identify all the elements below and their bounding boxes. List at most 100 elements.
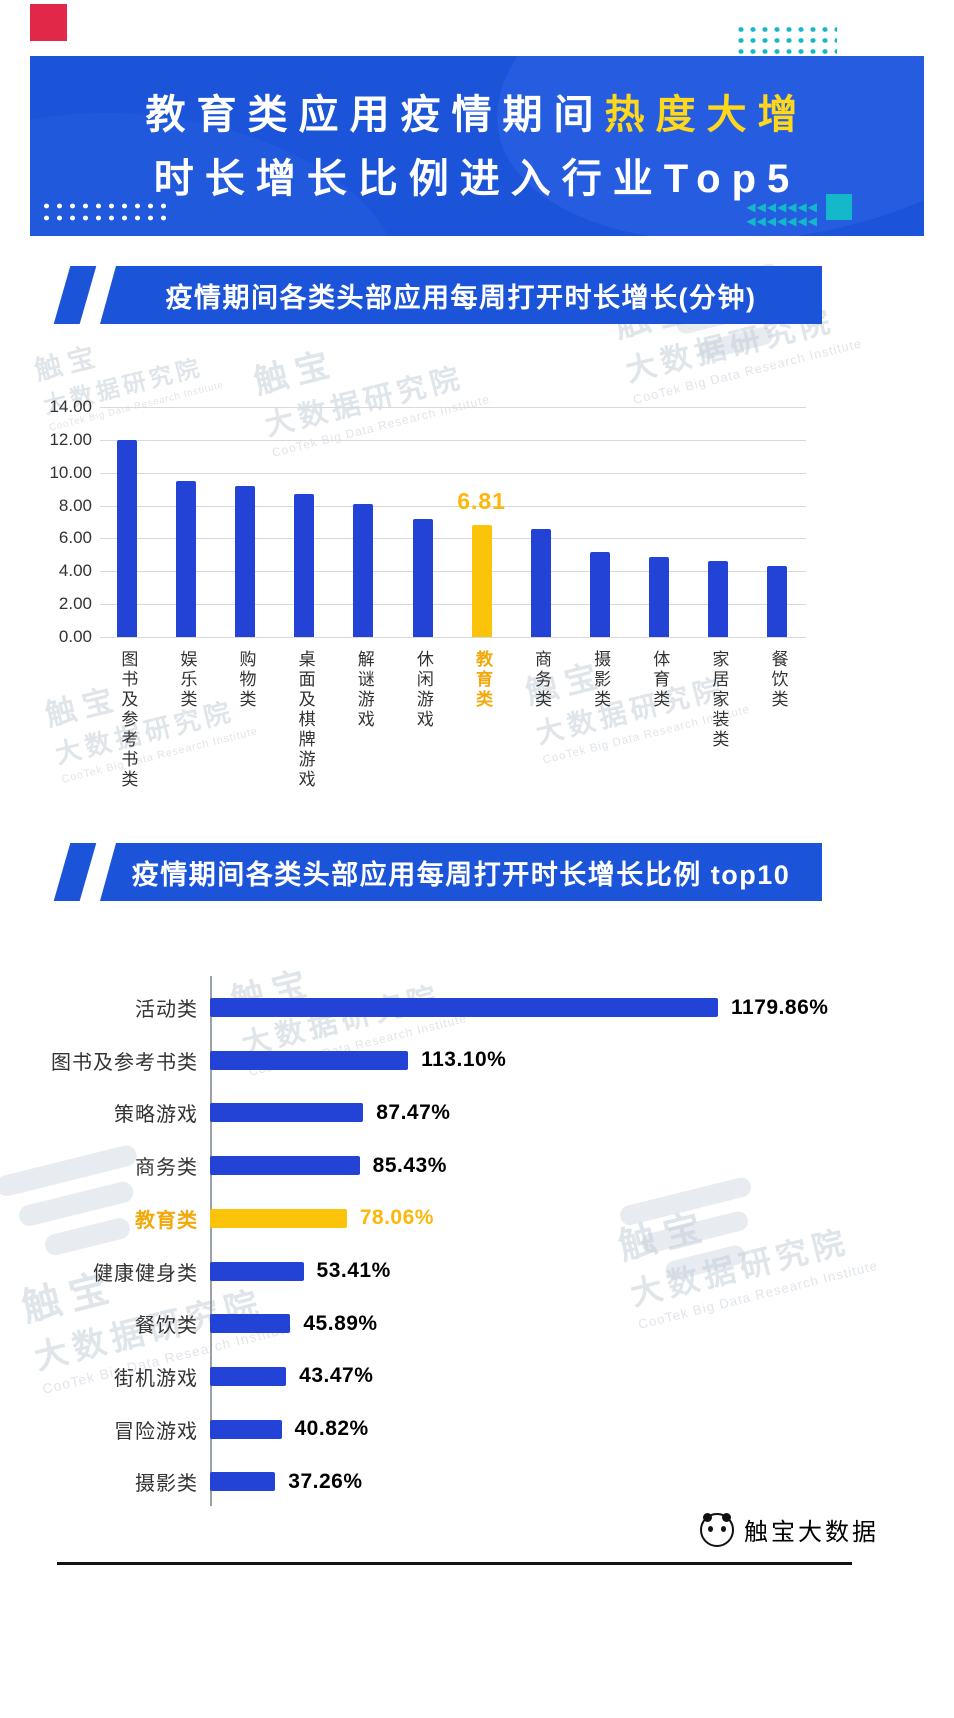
category-label-text: 家居家装类 [709,650,729,750]
bar [117,439,137,637]
bar [210,1366,287,1386]
page-title-line2: 时长增长比例进入行业Top5 [153,157,801,201]
bar [210,1472,276,1492]
value-label: 78.06% [359,1206,434,1230]
chart-row: 教育类 78.06% [28,1192,928,1245]
gridline [100,571,806,573]
chart-row: 摄影类 37.26% [28,1455,928,1508]
category-label: 摄影类 [135,1473,198,1496]
logo-eye [721,1525,726,1532]
category-label: 解谜游戏 [348,650,378,730]
category-label: 商务类 [135,1157,198,1180]
category-label-text: 商务类 [532,650,552,710]
footer: 触宝大数据 [700,1512,879,1547]
logo-ear [722,1512,731,1522]
teal-square-decoration [826,194,852,220]
header-banner: 教育类应用疫情期间热度大增 时长增长比例进入行业Top5 ◀◀◀◀◀◀◀ ◀◀◀… [30,56,924,236]
watermark-text: CooTek Big Data Research Institute [631,335,864,408]
category-label: 教育类 [467,650,497,710]
category-label: 体育类 [644,650,674,710]
y-tick-label: 6.00 [58,528,92,548]
chart1-categories: 图书及参考书类 娱乐类 购物类 桌面及棋牌游戏 解谜游戏 休闲游戏 教育类 商务类 摄影类 体育类… [100,650,806,840]
red-square-decoration [30,4,67,41]
category-label-text: 摄影类 [591,650,611,710]
category-label-text: 解谜游戏 [354,650,374,730]
chart1-yaxis: 14.00 12.00 10.00 8.00 6.00 4.00 2.00 0.00 [16,397,92,667]
bar [589,551,610,637]
category-label-text: 桌面及棋牌游戏 [295,650,315,790]
bar [176,480,197,637]
category-label: 健康健身类 [93,1262,198,1285]
bar [648,556,669,637]
bar [471,525,492,637]
y-tick-label: 0.00 [58,627,92,646]
y-tick-label: 10.00 [49,462,92,482]
category-label: 休闲游戏 [408,650,438,730]
section-header-chart2: 疫情期间各类头部应用每周打开时长增长比例 top10 [53,843,822,901]
gridline [100,439,806,441]
teal-dot-grid-decoration [735,24,837,58]
category-label: 家居家装类 [703,650,733,750]
chart2-rows: 活动类 1179.86% 图书及参考书类 113.10% 策略游戏 87.47% 商务类 85… [28,981,928,1516]
value-label: 87.47% [376,1100,451,1124]
logo-eye [708,1525,713,1532]
category-label-text: 教育类 [472,650,492,710]
category-label: 冒险游戏 [114,1420,198,1443]
chart-row: 策略游戏 87.47% [28,1086,928,1139]
value-label: 40.82% [294,1417,369,1441]
bar [210,1314,291,1334]
bar [210,1261,304,1281]
chart-row: 餐饮类 45.89% [28,1297,928,1350]
value-label: 113.10% [421,1048,507,1072]
y-tick-label: 8.00 [58,495,92,515]
bar [210,1156,360,1176]
category-label: 桌面及棋牌游戏 [289,650,319,790]
chart-row: 街机游戏 43.47% [28,1350,928,1403]
bar [210,998,718,1017]
logo-ear [703,1512,712,1522]
chart1-plot: 6.81 [100,407,806,638]
left-arrows-icon: ◀◀◀◀◀◀◀ ◀◀◀◀◀◀◀ [746,200,818,228]
category-label: 摄影类 [585,650,615,710]
y-tick-label: 4.00 [58,561,92,581]
chart-row: 活动类 1179.86% [28,981,928,1034]
category-label: 活动类 [135,999,198,1021]
category-label-text: 图书及参考书类 [118,650,138,790]
arrow-row: ◀◀◀◀◀◀◀ [746,200,818,214]
value-label: 1179.86% [731,995,829,1019]
white-dot-grid-decoration [40,200,166,226]
chart-row: 冒险游戏 40.82% [28,1403,928,1456]
accent-stripe [53,266,97,324]
bar [210,1419,282,1439]
value-label: 85.43% [372,1153,447,1177]
value-label: 37.26% [288,1469,363,1493]
category-label: 策略游戏 [114,1104,198,1127]
value-label: 45.89% [303,1311,378,1335]
y-tick-label: 12.00 [49,429,92,449]
bar [353,503,374,637]
gridline [100,407,806,408]
value-label: 43.47% [299,1364,374,1388]
category-label: 商务类 [526,650,556,710]
highlight-value-label: 6.81 [457,488,506,515]
y-tick-label: 2.00 [58,594,92,614]
bar [708,561,728,637]
bar [412,518,433,637]
bar [210,1208,347,1228]
chart-row: 健康健身类 53.41% [28,1245,928,1298]
accent-stripe [53,843,97,901]
value-label: 53.41% [316,1259,391,1282]
category-label: 餐饮类 [135,1315,198,1338]
cootek-logo-icon [700,1512,734,1547]
footer-brand: 触宝大数据 [744,1519,879,1546]
bar [235,485,256,637]
title-text: 教育类应用疫情期间 [145,93,605,137]
page-title-line1: 教育类应用疫情期间热度大增 [30,82,924,140]
section-title: 疫情期间各类头部应用每周打开时长增长比例 top10 [131,859,791,890]
gridline [100,538,806,540]
bar [767,566,788,637]
y-tick-label: 14.00 [49,397,92,416]
bar [530,528,551,637]
bottom-rule [57,1562,852,1565]
category-label: 购物类 [230,650,260,710]
